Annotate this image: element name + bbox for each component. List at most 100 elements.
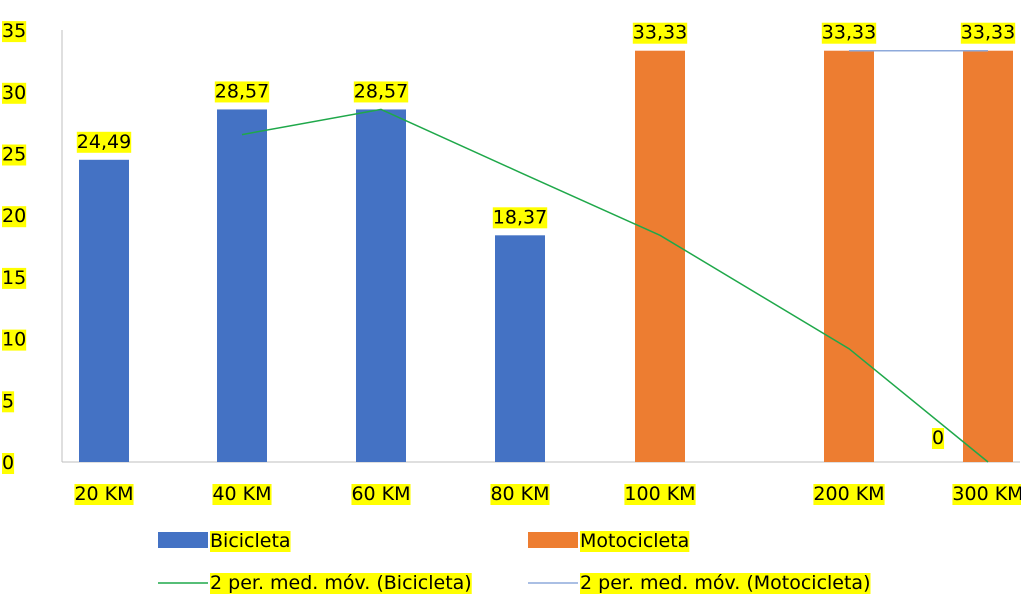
data-label-motocicleta-6-highlight [821,22,877,44]
x-tick-300-km-highlight [952,484,1021,505]
y-tick-25: 25 [2,144,27,166]
data-label-bicicleta-4-text: 18,37 [493,206,547,228]
trendline-bicicleta [241,108,989,463]
x-tick-40-km: 40 KM [212,483,272,505]
y-tick-10: 10 [2,329,27,351]
y-tick-15-highlight [2,267,27,289]
y-tick-5-text: 5 [2,390,14,412]
x-tick-80-km: 80 KM [490,483,550,505]
y-tick-5-highlight [2,391,15,413]
x-tick-40-km-text: 40 KM [212,483,271,505]
bars [79,50,1013,463]
data-label-extra-1-highlight [931,428,945,449]
x-tick-200-km-text: 200 KM [813,483,884,505]
legend-entry-4: 2 per. med. móv. (Motocicleta) [528,572,871,594]
y-tick-5: 5 [2,390,15,413]
legend-entry-3: 2 per. med. móv. (Bicicleta) [158,572,472,594]
y-tick-20-text: 20 [2,205,26,227]
x-tick-300-km-text: 300 KM [952,483,1021,505]
data-label-bicicleta-1: 24,49 [76,131,132,153]
y-tick-labels: 0 5 10 15 20 25 30 35 [2,20,27,474]
y-tick-30: 30 [2,82,27,104]
trend-lines [241,49,989,463]
y-tick-0: 0 [2,452,15,474]
legend: Bicicleta Motocicleta 2 per. med. móv. (Bi… [158,530,871,594]
legend-swatch [158,532,208,548]
y-tick-35-highlight [2,21,27,43]
bar-motocicleta-100-km [635,50,685,463]
legend-label-1: Bicicleta [210,530,291,552]
data-label-bicicleta-3-text: 28,57 [354,80,408,102]
data-label-motocicleta-5-text: 33,33 [633,22,687,44]
x-tick-100-km-highlight [624,484,696,505]
x-tick-80-km-highlight [490,484,550,505]
x-tick-20-km: 20 KM [74,483,134,505]
legend-entry-2: Motocicleta [528,530,690,552]
legend-label-1-text: Bicicleta [210,530,291,552]
bar-bicicleta-40-km [217,109,267,462]
y-tick-25-highlight [2,144,27,166]
data-label-bicicleta-2: 28,57 [214,80,270,103]
x-tick-40-km-highlight [212,484,272,505]
legend-label-3-text: 2 per. med. móv. (Bicicleta) [210,572,472,594]
data-label-bicicleta-3: 28,57 [353,80,409,103]
legend-swatch [528,532,578,548]
y-tick-10-text: 10 [2,329,26,351]
y-tick-35-text: 35 [2,20,26,42]
legend-label-4: 2 per. med. móv. (Motocicleta) [580,572,871,594]
legend-label-2: Motocicleta [580,530,690,552]
bar-motocicleta-200-km [824,50,874,463]
x-tick-20-km-highlight [74,484,134,505]
x-tick-60-km-highlight [351,484,411,505]
data-label-extra-1-text: 0 [932,427,944,449]
y-tick-10-highlight [2,329,27,351]
x-tick-20-km-text: 20 KM [74,483,133,505]
legend-label-2-text: Motocicleta [580,530,689,552]
legend-label-3: 2 per. med. móv. (Bicicleta) [210,572,472,594]
x-tick-60-km: 60 KM [351,483,411,505]
bar-bicicleta-20-km [79,159,129,462]
y-tick-20: 20 [2,205,27,228]
bar-bicicleta-60-km [356,109,406,462]
data-label-bicicleta-4: 18,37 [492,206,548,229]
data-label-motocicleta-7-text: 33,33 [961,22,1015,44]
data-label-motocicleta-7-highlight [960,22,1016,44]
x-tick-200-km: 200 KM [813,483,885,505]
data-label-motocicleta-7: 33,33 [960,22,1016,44]
legend-label-4-highlight [580,573,871,594]
legend-label-1-highlight [210,531,291,552]
data-label-motocicleta-5: 33,33 [632,22,688,44]
x-tick-100-km-text: 100 KM [624,483,695,505]
data-label-bicicleta-2-text: 28,57 [215,80,269,102]
y-tick-30-text: 30 [2,82,26,104]
x-tick-60-km-text: 60 KM [351,483,410,505]
y-tick-0-highlight [2,453,15,474]
data-labels: 24,49 28,57 28,57 18,37 33,33 33,33 33,33 0 [76,22,1016,449]
y-tick-25-text: 25 [2,144,26,166]
y-tick-15-text: 15 [2,267,26,289]
legend-label-3-highlight [210,573,472,594]
bar-motocicleta-300-km [963,50,1013,463]
y-tick-30-highlight [2,82,27,104]
legend-label-2-highlight [580,531,690,552]
bar-bicicleta-80-km [495,235,545,462]
data-label-motocicleta-6-text: 33,33 [822,22,876,44]
data-label-bicicleta-2-highlight [214,81,270,103]
legend-label-4-text: 2 per. med. móv. (Motocicleta) [580,572,871,594]
x-tick-100-km: 100 KM [624,483,696,505]
x-tick-labels: 20 KM 40 KM 60 KM 80 KM 100 KM 200 KM 300 KM [74,483,1021,505]
y-tick-20-highlight [2,206,27,228]
data-label-bicicleta-3-highlight [353,81,409,103]
data-label-motocicleta-6: 33,33 [821,22,877,44]
x-tick-300-km: 300 KM [952,483,1021,505]
data-label-bicicleta-1-highlight [76,131,132,153]
legend-entry-1: Bicicleta [158,530,291,552]
data-label-bicicleta-1-text: 24,49 [77,131,131,153]
x-tick-200-km-highlight [813,484,885,505]
y-tick-15: 15 [2,267,27,289]
data-label-bicicleta-4-highlight [492,207,548,229]
data-label-extra-1: 0 [931,427,945,449]
y-tick-35: 35 [2,20,27,43]
y-tick-0-text: 0 [2,452,14,474]
